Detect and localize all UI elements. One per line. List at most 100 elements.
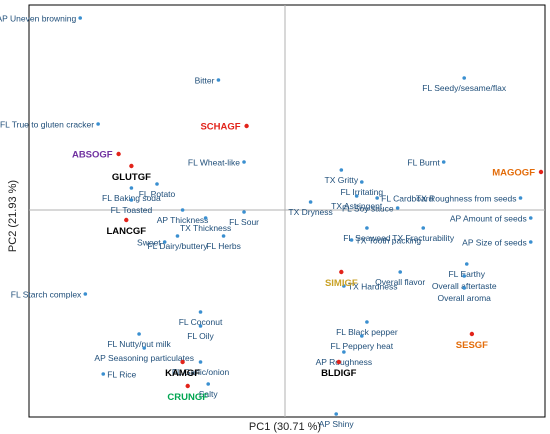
attribute-point: [375, 196, 379, 200]
sample-label: SIMIGF: [325, 278, 358, 289]
attribute-point: [242, 160, 246, 164]
attribute-point: [242, 210, 246, 214]
x-axis-label: PC1 (30.71 %): [249, 421, 321, 433]
attribute-point: [142, 346, 146, 350]
attribute-label: FL Seedy/sesame/flax: [422, 83, 507, 93]
attribute-label: FL Potato: [139, 189, 176, 199]
attribute-label: FL Oily: [187, 331, 214, 341]
attribute-label: FL Nutty/nut milk: [107, 339, 171, 349]
attribute-layer: AP Uneven browning Bitter FL Seedy/sesame/…: [0, 14, 533, 429]
attribute-label: FL Earthy: [448, 269, 485, 279]
attribute-point: [78, 16, 82, 20]
attribute-point: [175, 234, 180, 238]
attribute-label: AP Roughness: [316, 357, 373, 367]
attribute-label: TX Roughness from seeds: [416, 194, 517, 204]
attribute-point: [462, 76, 467, 80]
attribute-label: Salty: [199, 389, 219, 399]
sample-label: LANCGF: [106, 226, 146, 237]
attribute-point: [464, 262, 469, 266]
attribute-label: Overall aftertaste: [432, 281, 497, 291]
attribute-point: [398, 270, 403, 274]
attribute-point: [360, 334, 364, 338]
attribute-label: FL Herbs: [206, 241, 241, 251]
attribute-point: [137, 332, 141, 336]
attribute-point: [395, 206, 400, 210]
attribute-point: [365, 226, 369, 230]
attribute-label: FL Burnt: [407, 158, 440, 168]
sample-label: SCHAGF: [200, 122, 240, 133]
y-axis-label: PC2 (21.93 %): [7, 180, 19, 252]
attribute-label: TX Astringent: [331, 201, 383, 211]
attribute-point: [198, 360, 203, 364]
sample-label: BLDIGF: [321, 368, 357, 379]
attribute-label: FL Irritating: [340, 187, 383, 197]
sample-point: [244, 123, 249, 129]
attribute-point: [518, 196, 523, 200]
attribute-point: [203, 216, 208, 220]
attribute-point: [360, 180, 364, 184]
attribute-label: FL Starch complex: [11, 290, 82, 300]
sample-point: [339, 269, 344, 275]
attribute-point: [216, 78, 221, 82]
attribute-point: [129, 198, 134, 202]
attribute-point: [96, 122, 100, 126]
sample-label: GLUTGF: [112, 172, 151, 183]
attribute-point: [342, 284, 346, 288]
attribute-point: [334, 412, 339, 416]
attribute-label: AP Shiny: [319, 419, 355, 429]
attribute-point: [528, 240, 533, 244]
attribute-point: [365, 320, 369, 324]
sample-point: [116, 151, 121, 157]
attribute-label: AP Amount of seeds: [450, 214, 527, 224]
attribute-label: Bitter: [195, 76, 215, 86]
sample-layer: SCHAGF ABSOGF MAGOGF GLUTGF LANCGF SIMIGF SESG…: [72, 122, 544, 403]
attribute-label: Overall aroma: [438, 293, 492, 303]
attribute-label: AP Size of seeds: [462, 238, 527, 248]
sample-label: CRUNGF: [167, 392, 208, 403]
attribute-point: [441, 160, 446, 164]
sample-label: KAMGF: [165, 368, 200, 379]
attribute-point: [180, 208, 185, 212]
attribute-point: [129, 186, 134, 190]
attribute-label: FL Seaweed: [343, 233, 391, 243]
attribute-label: FL True to gluten cracker: [0, 120, 94, 130]
attribute-label: FL Coconut: [179, 317, 223, 327]
attribute-label: Overall flavor: [375, 277, 425, 287]
attribute-label: FL Toasted: [111, 205, 153, 215]
attribute-point: [155, 182, 159, 186]
attribute-label: TX Fracturability: [392, 233, 455, 243]
attribute-label: FL Cardboard: [381, 194, 433, 204]
sample-point: [185, 383, 190, 389]
sample-point: [129, 163, 134, 169]
sample-label: ABSOGF: [72, 150, 113, 161]
attribute-label: TX Tooth packing: [356, 236, 422, 246]
sample-point: [538, 169, 544, 175]
attribute-point: [349, 238, 354, 242]
attribute-point: [308, 200, 313, 204]
attribute-point: [206, 382, 210, 386]
attribute-point: [339, 168, 344, 172]
sample-point: [469, 331, 475, 337]
attribute-point: [421, 226, 426, 230]
sample-point: [336, 359, 341, 365]
attribute-label: FL Sour: [229, 217, 259, 227]
attribute-label: Sweet: [137, 238, 161, 248]
attribute-label: FL Peppery heat: [331, 341, 394, 351]
attribute-label: FL Garlic/onion: [172, 367, 230, 377]
sample-point: [124, 217, 129, 223]
attribute-point: [198, 310, 203, 314]
attribute-label: AP Seasoning particulates: [94, 353, 194, 363]
attribute-point: [198, 324, 203, 328]
attribute-label: FL Dairy/buttery: [147, 241, 208, 251]
attribute-label: AP Thickness: [157, 215, 209, 225]
attribute-point: [101, 372, 106, 376]
attribute-point: [342, 350, 346, 354]
attribute-label: AP Uneven browning: [0, 14, 76, 24]
sample-label: MAGOGF: [492, 168, 535, 179]
attribute-label: FL Soy sauce: [342, 204, 394, 214]
plot-border: [28, 4, 546, 418]
sample-point: [180, 359, 185, 365]
attribute-point: [462, 274, 467, 278]
attribute-label: TX Dryness: [288, 207, 332, 217]
